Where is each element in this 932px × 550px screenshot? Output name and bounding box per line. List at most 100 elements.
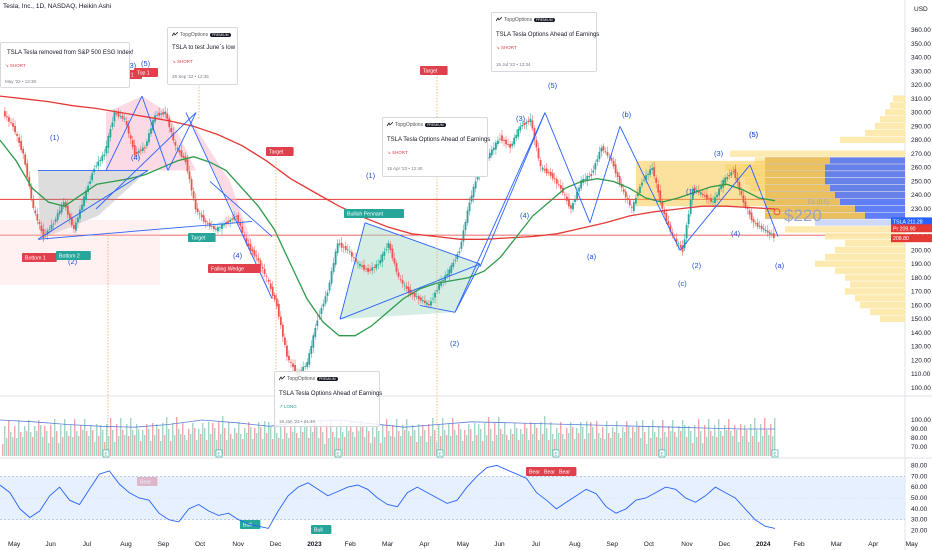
volume-profile-bar — [845, 274, 905, 281]
candle-body — [355, 258, 357, 262]
volume-bar — [434, 430, 436, 456]
candle-body — [235, 216, 238, 218]
candle-body — [129, 135, 132, 139]
candle-body — [750, 212, 753, 221]
time-tick-label: May — [457, 541, 470, 548]
candle-body — [22, 148, 25, 154]
idea-card-brand: TopgOptions — [504, 17, 533, 23]
elliott-wave-label: (5) — [749, 130, 759, 139]
volume-bar — [538, 440, 540, 456]
candle-body — [643, 179, 645, 181]
volume-bar — [444, 430, 446, 456]
price-tick-label: 250.00 — [911, 178, 931, 185]
logo-icon — [496, 17, 502, 22]
earnings-marker-label: E — [661, 452, 664, 457]
volume-bar — [552, 434, 554, 456]
volume-bar — [386, 419, 388, 456]
candle-body — [306, 362, 309, 367]
volume-tick-label: 80.00 — [911, 435, 928, 442]
candle-body — [438, 283, 440, 290]
idea-card-3[interactable]: TopgOptions PREMIUM TSLA Tesla Options Ah… — [491, 12, 599, 72]
candle-body — [616, 172, 619, 177]
volume-bar — [174, 435, 176, 456]
volume-bar — [102, 430, 104, 456]
candle-body — [645, 175, 647, 180]
idea-card-4[interactable]: TopgOptions PREMIUM TSLA Tesla Options Ah… — [382, 117, 490, 177]
volume-bar — [222, 416, 224, 456]
volume-bar — [306, 426, 308, 456]
idea-card-5[interactable]: TopgOptions PREMIUM TSLA Tesla Options Ah… — [274, 371, 383, 427]
volume-bar — [372, 425, 374, 456]
candle-body — [223, 224, 225, 226]
volume-bar — [694, 425, 696, 456]
idea-card-2[interactable]: TopgOptions PREMIUM TSLA to test June`s l… — [167, 27, 238, 85]
volume-bar — [746, 430, 748, 456]
candle-body — [503, 139, 505, 141]
volume-bar — [400, 436, 402, 456]
volume-bar — [334, 437, 336, 456]
candle-body — [762, 228, 765, 230]
volume-bar — [624, 432, 626, 456]
time-tick-label: Sep — [606, 541, 618, 548]
candle-body — [16, 133, 18, 136]
volume-bar — [192, 423, 194, 456]
candle-body — [744, 201, 747, 207]
candle-body — [760, 225, 763, 230]
volume-bar — [648, 426, 650, 456]
candle-body — [515, 135, 518, 139]
candle-body — [663, 209, 666, 215]
earnings-marker-label: E — [105, 452, 108, 457]
volume-bar — [672, 420, 674, 456]
idea-card-1[interactable]: TSLA Tesla removed from S&P 500 ESG Inde… — [0, 42, 134, 88]
candle-body — [772, 233, 775, 239]
volume-bar — [668, 426, 670, 456]
idea-card-title: TSLA Tesla Options Ahead of Earnings — [279, 391, 383, 397]
candle-body — [194, 198, 197, 210]
elliott-wave-label: (c) — [678, 279, 687, 288]
candle-body — [119, 116, 122, 117]
candle-body — [432, 298, 434, 300]
price-tick-label: 160.00 — [911, 302, 931, 309]
candle-body — [332, 263, 335, 272]
volume-bar — [138, 429, 140, 456]
red-signal-tag: Target — [269, 150, 284, 156]
candle-body — [361, 265, 363, 267]
volume-profile-bar — [765, 171, 905, 178]
candle-body — [641, 182, 643, 186]
volume-bar — [338, 438, 340, 456]
volume-tick-label: 70.00 — [911, 444, 928, 451]
candle-body — [152, 120, 154, 131]
volume-bar — [214, 428, 216, 456]
candle-body — [281, 324, 284, 337]
price-tick-label: 240.00 — [911, 192, 931, 199]
green-signal-tag: Bottom 2 — [59, 254, 80, 260]
candle-body — [527, 120, 530, 122]
candle-body — [566, 196, 568, 201]
candle-body — [679, 244, 682, 248]
candle-body — [70, 217, 73, 226]
candle-body — [38, 221, 41, 225]
candle-body — [219, 227, 221, 229]
candle-body — [320, 307, 323, 315]
volume-bar — [94, 442, 96, 456]
volume-bar — [224, 428, 226, 456]
volume-bar — [242, 439, 244, 456]
trend-line — [37, 220, 253, 240]
candle-body — [89, 181, 92, 184]
price-label-text: Pr 209.90 — [893, 226, 916, 232]
volume-bar — [432, 418, 434, 456]
volume-bar — [520, 429, 522, 456]
volume-bar — [4, 426, 6, 456]
candle-body — [533, 128, 536, 140]
earnings-marker-icon — [334, 449, 342, 458]
candle-body — [570, 205, 572, 209]
price-label-bg — [891, 217, 932, 226]
candle-body — [60, 204, 63, 213]
volume-bar — [170, 441, 172, 456]
candle-body — [273, 294, 276, 300]
price-tick-label: 140.00 — [911, 330, 931, 337]
candle-body — [46, 230, 49, 235]
candle-body — [135, 151, 138, 155]
pattern-tag: Bullish Pennant — [347, 212, 384, 218]
volume-bar — [134, 435, 136, 456]
